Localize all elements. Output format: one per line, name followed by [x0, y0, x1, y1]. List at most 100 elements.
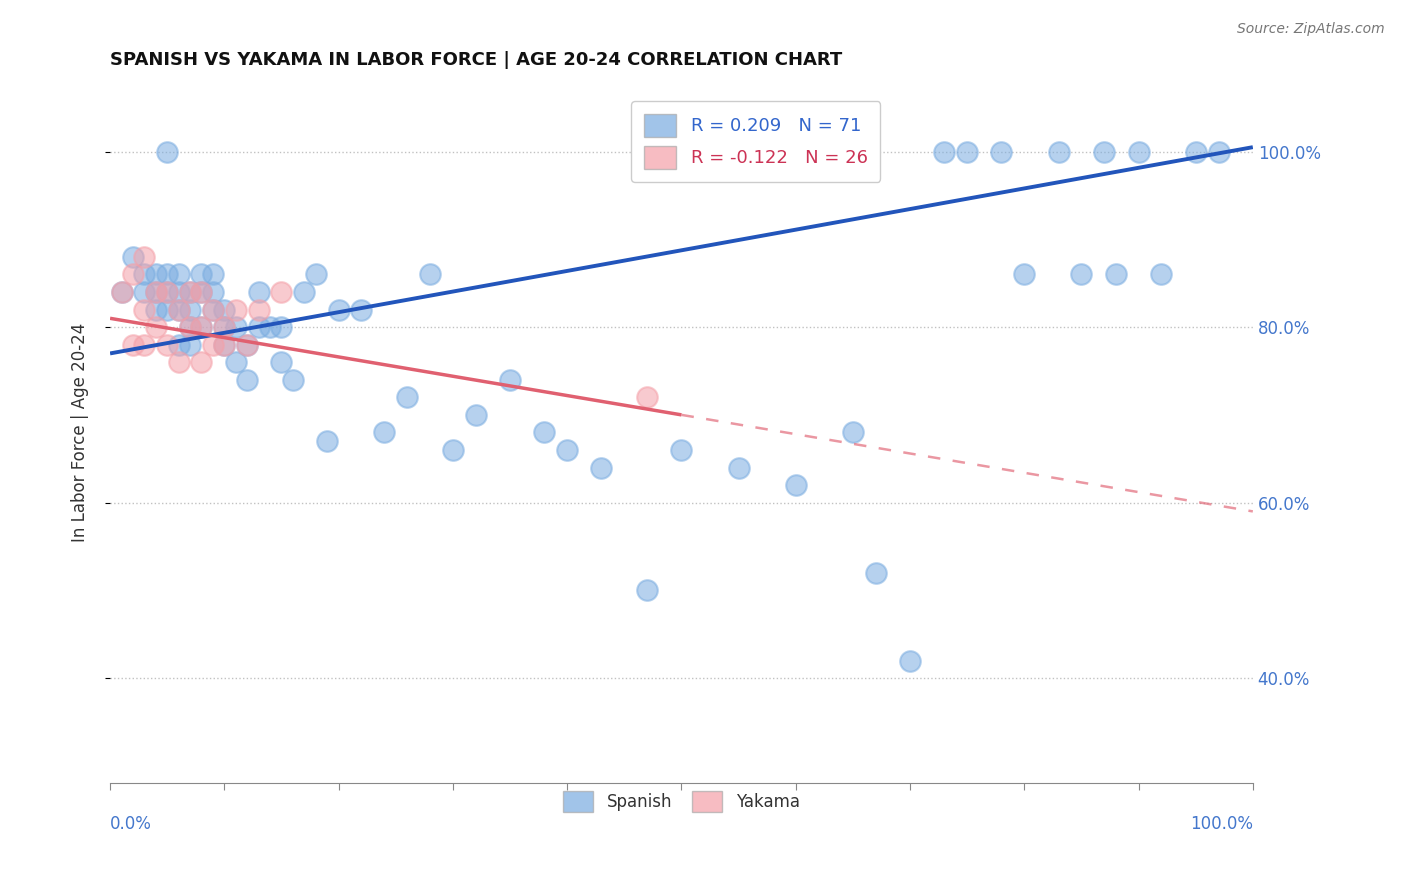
Point — [214, 320, 236, 334]
Point — [898, 654, 921, 668]
Point — [1105, 268, 1128, 282]
Point — [190, 268, 212, 282]
Point — [167, 302, 190, 317]
Point — [201, 285, 224, 299]
Point — [1184, 145, 1206, 159]
Point — [1092, 145, 1115, 159]
Point — [179, 302, 201, 317]
Point — [1128, 145, 1150, 159]
Point — [179, 337, 201, 351]
Point — [167, 337, 190, 351]
Point — [259, 320, 281, 334]
Point — [214, 320, 236, 334]
Point — [441, 442, 464, 457]
Point — [1047, 145, 1070, 159]
Point — [270, 320, 292, 334]
Point — [167, 355, 190, 369]
Point — [270, 285, 292, 299]
Point — [591, 460, 613, 475]
Point — [214, 302, 236, 317]
Point — [179, 285, 201, 299]
Point — [179, 320, 201, 334]
Point — [134, 285, 156, 299]
Point — [1150, 268, 1173, 282]
Point — [328, 302, 350, 317]
Point — [1070, 268, 1092, 282]
Point — [865, 566, 887, 580]
Legend: Spanish, Yakama: Spanish, Yakama — [555, 782, 808, 821]
Point — [727, 460, 749, 475]
Point — [134, 250, 156, 264]
Point — [1014, 268, 1036, 282]
Point — [201, 302, 224, 317]
Point — [201, 268, 224, 282]
Point — [145, 285, 167, 299]
Point — [990, 145, 1012, 159]
Point — [145, 285, 167, 299]
Point — [499, 373, 522, 387]
Point — [350, 302, 373, 317]
Point — [156, 268, 179, 282]
Point — [145, 302, 167, 317]
Point — [134, 302, 156, 317]
Point — [225, 355, 247, 369]
Point — [167, 285, 190, 299]
Point — [281, 373, 304, 387]
Point — [110, 285, 132, 299]
Point — [110, 285, 132, 299]
Point — [292, 285, 315, 299]
Point — [225, 320, 247, 334]
Point — [396, 390, 419, 404]
Point — [122, 268, 145, 282]
Point — [636, 583, 658, 598]
Point — [179, 285, 201, 299]
Point — [156, 145, 179, 159]
Point — [270, 355, 292, 369]
Point — [122, 337, 145, 351]
Point — [419, 268, 441, 282]
Point — [134, 268, 156, 282]
Point — [145, 268, 167, 282]
Point — [179, 320, 201, 334]
Point — [214, 337, 236, 351]
Y-axis label: In Labor Force | Age 20-24: In Labor Force | Age 20-24 — [72, 323, 89, 542]
Point — [636, 390, 658, 404]
Point — [122, 250, 145, 264]
Point — [236, 337, 259, 351]
Point — [145, 320, 167, 334]
Point — [247, 320, 270, 334]
Point — [785, 478, 807, 492]
Point — [236, 373, 259, 387]
Point — [956, 145, 979, 159]
Point — [464, 408, 486, 422]
Point — [156, 285, 179, 299]
Text: 100.0%: 100.0% — [1189, 815, 1253, 833]
Point — [1208, 145, 1230, 159]
Point — [156, 285, 179, 299]
Point — [167, 302, 190, 317]
Text: 0.0%: 0.0% — [110, 815, 152, 833]
Point — [555, 442, 578, 457]
Point — [316, 434, 339, 449]
Point — [190, 320, 212, 334]
Point — [934, 145, 956, 159]
Point — [156, 337, 179, 351]
Point — [225, 302, 247, 317]
Point — [373, 425, 395, 440]
Point — [305, 268, 328, 282]
Point — [201, 337, 224, 351]
Point — [842, 425, 865, 440]
Text: Source: ZipAtlas.com: Source: ZipAtlas.com — [1237, 22, 1385, 37]
Text: SPANISH VS YAKAMA IN LABOR FORCE | AGE 20-24 CORRELATION CHART: SPANISH VS YAKAMA IN LABOR FORCE | AGE 2… — [110, 51, 842, 69]
Point — [247, 285, 270, 299]
Point — [247, 302, 270, 317]
Point — [190, 285, 212, 299]
Point — [214, 337, 236, 351]
Point — [201, 302, 224, 317]
Point — [236, 337, 259, 351]
Point — [671, 442, 693, 457]
Point — [533, 425, 555, 440]
Point — [190, 285, 212, 299]
Point — [134, 337, 156, 351]
Point — [167, 268, 190, 282]
